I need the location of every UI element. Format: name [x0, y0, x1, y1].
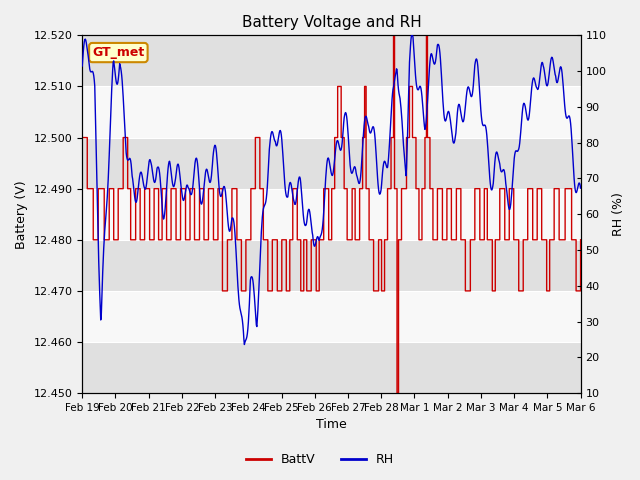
Text: GT_met: GT_met: [92, 46, 145, 59]
Bar: [83, 240, 580, 291]
Legend: BattV, RH: BattV, RH: [241, 448, 399, 471]
Y-axis label: Battery (V): Battery (V): [15, 180, 28, 249]
Title: Battery Voltage and RH: Battery Voltage and RH: [241, 15, 421, 30]
X-axis label: Time: Time: [316, 419, 347, 432]
Bar: [83, 138, 580, 189]
Bar: [83, 36, 580, 86]
Y-axis label: RH (%): RH (%): [612, 192, 625, 236]
Bar: [83, 342, 580, 393]
